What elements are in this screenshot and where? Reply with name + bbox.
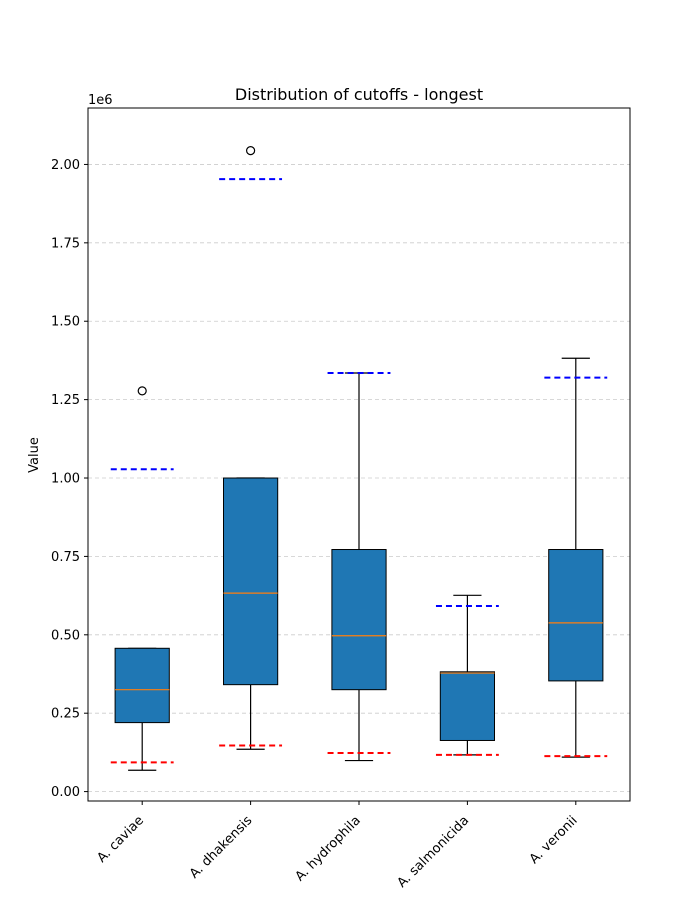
y-tick-label: 1.00 [51,472,80,487]
y-tick-label: 0.25 [51,707,80,722]
outlier-point [246,146,256,156]
y-axis-label: Value [27,437,42,473]
grid-layer [88,164,630,792]
iqr-box [331,549,387,691]
outlier-point [137,386,147,396]
y-offset-label: 1e6 [88,93,113,108]
plot-layer [110,146,608,771]
y-tick-label: 0.75 [51,550,80,565]
iqr-box [439,671,495,741]
y-tick-label: 1.50 [51,315,80,330]
iqr-box [114,647,170,724]
y-tick-label: 0.00 [51,785,80,800]
y-tick-label: 2.00 [51,158,80,173]
iqr-box [548,549,604,682]
plot-area-frame [87,107,631,802]
y-tick-label: 0.50 [51,628,80,643]
iqr-box [223,477,279,686]
y-tick-label: 1.75 [51,236,80,251]
chart-title: Distribution of cutoffs - longest [235,85,483,104]
y-tick-label: 1.25 [51,393,80,408]
